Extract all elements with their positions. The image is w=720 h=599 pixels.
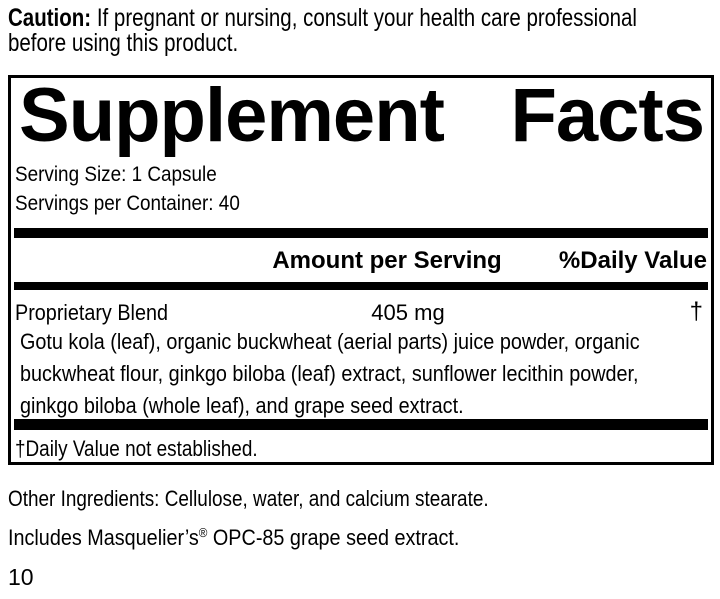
includes-part-1: Includes Masquelier’s xyxy=(8,525,199,550)
caution-label: Caution: xyxy=(8,4,92,32)
daily-value-header: %Daily Value xyxy=(558,247,707,274)
divider-thick-top xyxy=(14,228,708,238)
includes-text-inner: Includes Masquelier’s® OPC-85 grape seed… xyxy=(8,525,459,554)
blend-description-line: buckwheat flour, ginkgo biloba (leaf) ex… xyxy=(20,361,639,386)
blend-description-line: ginkgo biloba (whole leaf), and grape se… xyxy=(20,393,464,418)
supplement-facts-panel: Supplement Facts Serving Size: 1 Capsule… xyxy=(8,75,714,465)
divider-medium xyxy=(14,282,708,290)
daily-value-footnote: †Daily Value not established. xyxy=(15,436,258,461)
blend-description-line: Gotu kola (leaf), organic buckwheat (aer… xyxy=(20,329,640,354)
page-number: 10 xyxy=(8,564,34,590)
panel-title-word-2: Facts xyxy=(510,73,705,158)
includes-part-2: OPC-85 grape seed extract. xyxy=(207,525,460,550)
caution-line-2: before using this product. xyxy=(8,29,239,57)
blend-description: Gotu kola (leaf), organic buckwheat (aer… xyxy=(20,326,711,422)
servings-per-container: Servings per Container: 40 xyxy=(15,192,240,215)
column-headers: Amount per Serving %Daily Value xyxy=(11,238,711,282)
serving-size: Serving Size: 1 Capsule xyxy=(15,163,217,186)
includes-text: Includes Masquelier’s® OPC-85 grape seed… xyxy=(8,525,510,554)
panel-title: Supplement Facts xyxy=(11,73,711,158)
panel-title-word-1: Supplement xyxy=(19,73,445,158)
registered-trademark-symbol: ® xyxy=(198,525,208,540)
proprietary-blend-row: Proprietary Blend 405 mg † xyxy=(11,298,711,326)
caution-line-1-text: If pregnant or nursing, consult your hea… xyxy=(96,4,637,32)
serving-info: Serving Size: 1 Capsule Servings per Con… xyxy=(15,160,711,218)
caution-line-1: Caution: If pregnant or nursing, consult… xyxy=(8,6,637,31)
amount-per-serving-header: Amount per Serving xyxy=(272,247,502,274)
blend-daily-value-dagger: † xyxy=(689,298,703,325)
blend-name: Proprietary Blend xyxy=(15,300,168,325)
divider-thick-bottom xyxy=(14,419,708,430)
blend-amount: 405 mg xyxy=(371,300,445,325)
other-ingredients-text: Other Ingredients: Cellulose, water, and… xyxy=(8,486,489,511)
caution-text: Caution: If pregnant or nursing, consult… xyxy=(8,6,720,56)
